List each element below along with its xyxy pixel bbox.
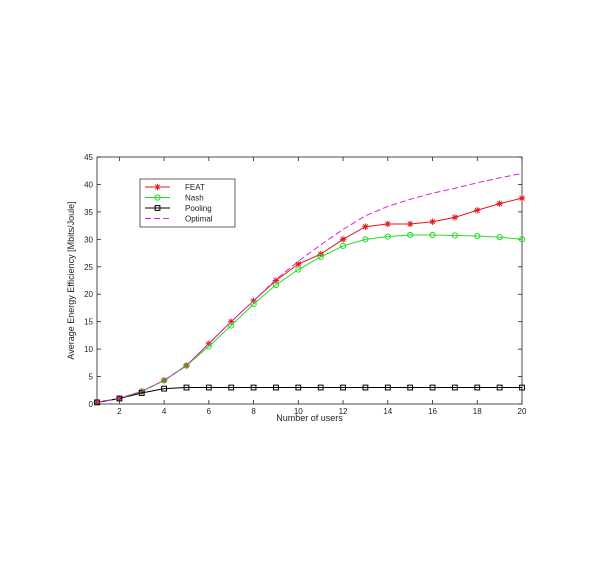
legend-item-optimal: Optimal — [145, 215, 213, 224]
y-tick-label: 5 — [89, 373, 94, 382]
data-point-nash — [384, 233, 391, 240]
data-point-pooling — [317, 384, 324, 391]
data-point-pooling — [474, 384, 481, 391]
x-tick-label: 10 — [294, 407, 303, 416]
x-tick-label: 4 — [162, 407, 167, 416]
data-point-nash — [362, 236, 369, 243]
legend-marker — [154, 194, 161, 201]
y-tick-label: 0 — [89, 400, 94, 409]
data-point-feat — [406, 220, 414, 228]
data-point-pooling — [362, 384, 369, 391]
y-tick-label: 35 — [84, 208, 93, 217]
series-line-optimal — [96, 172, 523, 403]
data-point-nash — [250, 301, 257, 308]
data-point-pooling — [228, 384, 235, 391]
data-point-feat — [384, 220, 391, 228]
data-point-pooling — [250, 384, 257, 391]
x-tick-label: 2 — [117, 407, 122, 416]
y-tick-label: 20 — [84, 290, 93, 299]
data-point-feat — [451, 214, 459, 221]
data-point-pooling — [429, 384, 436, 391]
series-line-pooling — [96, 387, 522, 403]
legend-label: Pooling — [185, 204, 212, 213]
x-axis-title: Number of users — [276, 413, 343, 423]
data-point-pooling — [295, 384, 302, 391]
series-pooling — [94, 384, 525, 406]
data-point-pooling — [496, 384, 503, 391]
data-point-feat — [474, 207, 481, 214]
data-point-feat — [339, 236, 347, 243]
data-point-pooling — [519, 384, 525, 391]
legend-item-feat: FEAT — [145, 183, 205, 192]
series-optimal — [96, 172, 523, 403]
data-point-nash — [451, 232, 458, 239]
data-point-feat — [518, 194, 526, 202]
legend-marker — [154, 183, 161, 191]
data-point-feat — [295, 260, 302, 268]
y-tick-label: 45 — [84, 153, 93, 162]
data-point-feat — [496, 200, 503, 207]
legend-label: FEAT — [185, 183, 205, 192]
x-tick-label: 20 — [518, 407, 527, 416]
data-point-nash — [496, 234, 503, 241]
x-tick-label: 6 — [207, 407, 212, 416]
data-point-nash — [429, 231, 436, 239]
y-tick-label: 30 — [84, 235, 93, 244]
data-point-nash — [339, 242, 347, 250]
series-layer — [93, 172, 526, 406]
legend-label: Optimal — [185, 215, 213, 224]
x-tick-label: 14 — [383, 407, 392, 416]
data-point-pooling — [340, 384, 346, 391]
legend-item-nash: Nash — [145, 194, 204, 203]
data-point-nash — [161, 377, 168, 384]
data-point-pooling — [205, 384, 212, 391]
x-tick-label: 12 — [339, 407, 348, 416]
data-point-pooling — [407, 384, 414, 391]
data-point-nash — [272, 281, 280, 288]
y-tick-label: 15 — [84, 318, 93, 327]
data-point-nash — [474, 232, 481, 240]
data-point-pooling — [384, 384, 391, 391]
data-point-nash — [407, 231, 414, 239]
data-point-pooling — [451, 384, 458, 391]
data-point-feat — [362, 223, 369, 230]
data-point-nash — [295, 266, 302, 273]
x-tick-label: 16 — [428, 407, 437, 416]
data-point-pooling — [183, 384, 190, 391]
legend-label: Nash — [185, 194, 204, 203]
legend-item-pooling: Pooling — [145, 204, 212, 213]
data-point-nash — [183, 362, 190, 369]
x-tick-label: 8 — [251, 407, 256, 416]
x-tick-label: 18 — [473, 407, 482, 416]
data-point-pooling — [273, 384, 279, 391]
y-tick-label: 40 — [84, 180, 93, 189]
data-point-pooling — [138, 390, 145, 396]
legend-marker — [154, 205, 161, 211]
axis-ticks: 2 4 6 8 10 12 14 16 18 20 0 5 10 15 20 25 30 35 40 45 — [84, 153, 527, 416]
data-point-feat — [429, 218, 436, 225]
y-axis-title: Average Energy Efficiency [Mbits/Joule] — [66, 201, 76, 359]
y-tick-label: 25 — [84, 263, 93, 272]
y-tick-label: 10 — [84, 345, 93, 354]
data-point-nash — [518, 236, 526, 243]
data-point-nash — [317, 253, 324, 260]
data-point-pooling — [161, 385, 168, 392]
data-point-nash — [228, 322, 235, 329]
